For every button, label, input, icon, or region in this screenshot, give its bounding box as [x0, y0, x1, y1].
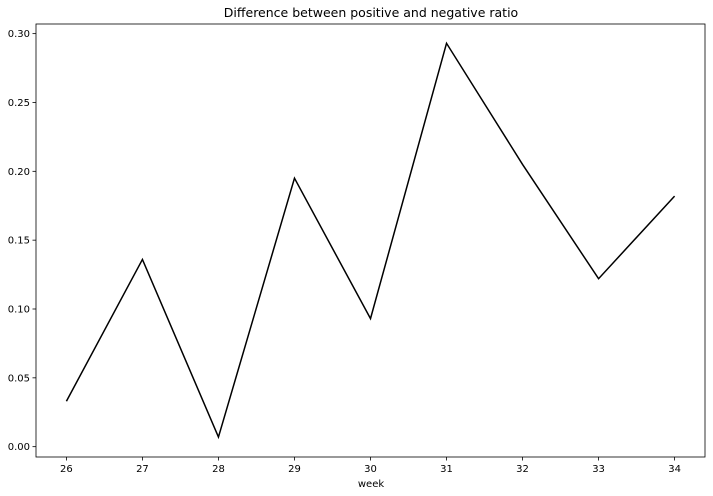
y-tick-label: 0.20 — [8, 167, 30, 178]
y-tick-label: 0.15 — [8, 236, 30, 247]
x-tick-label: 34 — [668, 464, 681, 475]
x-tick-label: 30 — [364, 464, 377, 475]
y-tick-label: 0.25 — [8, 98, 30, 109]
x-tick-label: 28 — [212, 464, 225, 475]
x-tick-label: 29 — [288, 464, 301, 475]
y-tick-label: 0.05 — [8, 373, 30, 384]
series-line-0 — [65, 41, 676, 440]
plot-area: 26 27 28 29 30 31 32 33 34 0.00 0.05 0.10 0.15 0.20 0.… — [8, 29, 681, 475]
x-tick-label: 31 — [440, 464, 453, 475]
y-tick-label: 0.00 — [8, 442, 30, 453]
y-tick-label: 0.10 — [8, 304, 30, 315]
x-axis-label: week — [358, 479, 384, 490]
x-tick-label: 32 — [516, 464, 529, 475]
x-tick-label: 33 — [592, 464, 605, 475]
plot-frame — [35, 23, 706, 458]
chart-title: Difference between positive and negative… — [224, 5, 518, 20]
x-tick-label: 27 — [136, 464, 149, 475]
y-tick-label: 0.30 — [8, 29, 30, 40]
x-tick-label: 26 — [60, 464, 73, 475]
